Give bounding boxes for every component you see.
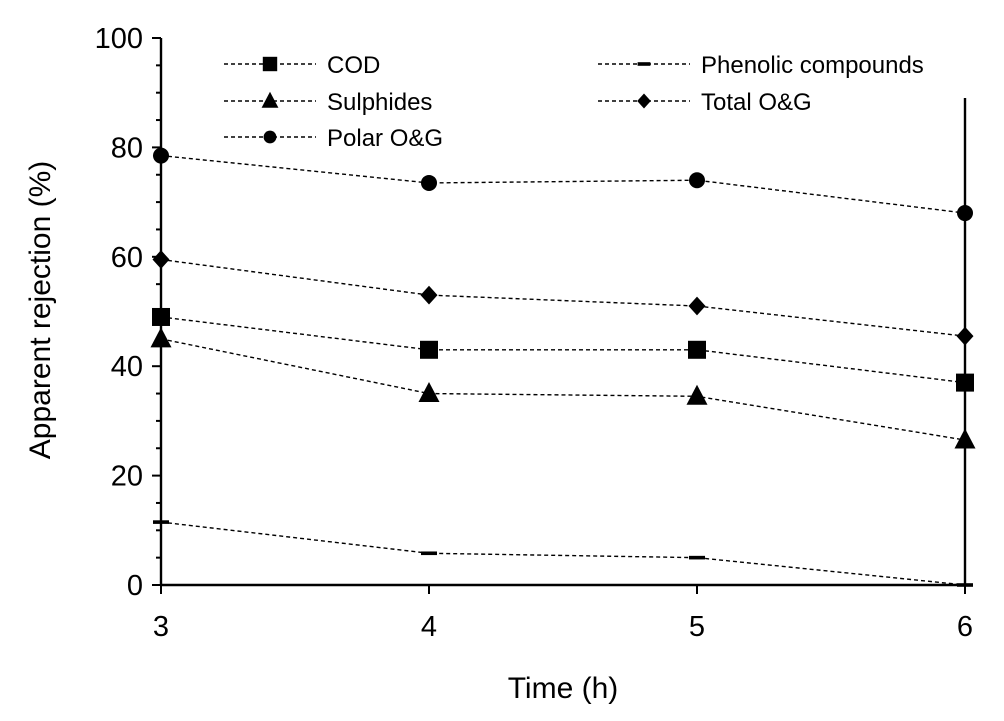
legend-entry-polar-o-g: Polar O&G: [224, 125, 443, 152]
data-point-sulphides: [418, 382, 440, 403]
data-point-total-o-g: [956, 326, 974, 346]
legend-entry-total-o-g: Total O&G: [598, 89, 812, 116]
data-point-cod: [956, 373, 974, 392]
legend-marker-cod: [262, 56, 278, 72]
data-point-total-o-g: [420, 285, 438, 305]
data-point-phenolic-compounds: [153, 520, 169, 524]
legend-entry-cod: COD: [224, 52, 380, 79]
data-point-polar-o-g: [421, 174, 437, 191]
series-line-cod: [160, 316, 966, 384]
x-tick-label: 6: [957, 611, 973, 643]
data-point-sulphides: [686, 384, 708, 405]
data-point-cod: [152, 307, 170, 326]
data-point-cod: [420, 340, 438, 359]
series-polar-o-g: [153, 147, 973, 222]
legend-entry-phenolic-compounds: Phenolic compounds: [598, 52, 924, 79]
series-line-total-o-g: [160, 258, 966, 337]
series-phenolic-compounds: [153, 520, 973, 587]
data-point-total-o-g: [152, 250, 170, 269]
x-tick-label: 5: [689, 611, 705, 643]
legend-label: Total O&G: [701, 89, 812, 116]
y-tick-label: 0: [127, 570, 143, 602]
data-point-polar-o-g: [957, 205, 973, 222]
series-layer: [150, 147, 976, 587]
series-line-polar-o-g: [160, 154, 966, 214]
data-point-polar-o-g: [689, 172, 705, 189]
data-point-total-o-g: [688, 296, 706, 316]
legend-marker-polar-o-g: [263, 130, 277, 144]
data-point-phenolic-compounds: [689, 555, 705, 560]
y-axis-title: Apparent rejection (%): [24, 161, 57, 459]
legend-label: Phenolic compounds: [701, 52, 924, 79]
y-tick-label: 80: [111, 132, 143, 164]
data-point-phenolic-compounds: [421, 551, 437, 556]
data-point-sulphides: [954, 428, 976, 449]
y-tick-label: 60: [111, 242, 143, 274]
x-tick-label: 4: [421, 611, 437, 643]
legend-marker-phenolic-compounds: [637, 62, 651, 66]
legend-label: COD: [327, 52, 380, 79]
legend-entry-sulphides: Sulphides: [224, 89, 432, 116]
y-tick-label: 100: [95, 23, 143, 55]
series-line-sulphides: [160, 338, 966, 441]
axes: 0 20 40 60 80 100 3 4 5 6: [95, 23, 973, 643]
series-sulphides: [150, 327, 976, 449]
series-total-o-g: [152, 250, 974, 346]
x-axis-title: Time (h): [508, 672, 619, 705]
series-line-phenolic-compounds: [160, 521, 966, 586]
x-tick-label: 3: [153, 611, 169, 643]
data-point-sulphides: [150, 327, 172, 348]
data-point-polar-o-g: [153, 147, 169, 164]
series-cod: [152, 307, 974, 392]
legend-label: Sulphides: [327, 89, 432, 116]
data-point-cod: [688, 340, 706, 359]
legend-marker-total-o-g: [637, 93, 651, 109]
legend-label: Polar O&G: [327, 125, 443, 152]
legend-marker-sulphides: [261, 91, 279, 108]
y-tick-label: 40: [111, 351, 143, 383]
legend: COD Phenolic compounds Sulphides Total O&G P…: [224, 52, 924, 152]
y-tick-label: 20: [111, 461, 143, 493]
data-point-phenolic-compounds: [957, 583, 973, 587]
